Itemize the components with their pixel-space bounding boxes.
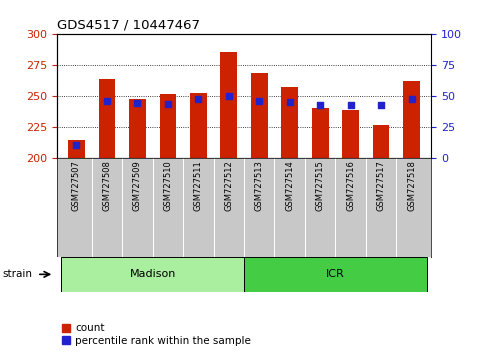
Text: GSM727516: GSM727516 bbox=[346, 160, 355, 211]
Text: GSM727514: GSM727514 bbox=[285, 160, 294, 211]
Point bbox=[255, 98, 263, 103]
Point bbox=[103, 98, 111, 103]
Text: GSM727510: GSM727510 bbox=[163, 160, 173, 211]
Text: Madison: Madison bbox=[130, 269, 176, 279]
Point bbox=[316, 103, 324, 108]
Bar bbox=[220, 52, 237, 158]
Text: GSM727507: GSM727507 bbox=[72, 160, 81, 211]
Text: GSM727515: GSM727515 bbox=[316, 160, 325, 211]
Bar bbox=[282, 87, 298, 158]
Bar bbox=[190, 93, 207, 158]
Text: strain: strain bbox=[2, 269, 33, 279]
Bar bbox=[129, 99, 146, 158]
Text: GSM727511: GSM727511 bbox=[194, 160, 203, 211]
Point bbox=[377, 103, 385, 108]
Point bbox=[164, 101, 172, 107]
Text: GSM727518: GSM727518 bbox=[407, 160, 416, 211]
Bar bbox=[312, 108, 328, 158]
Point bbox=[347, 103, 354, 108]
Bar bbox=[403, 81, 420, 158]
Text: GSM727509: GSM727509 bbox=[133, 160, 142, 211]
Bar bbox=[251, 73, 268, 158]
Bar bbox=[99, 79, 115, 158]
Bar bbox=[342, 110, 359, 158]
Point bbox=[194, 96, 202, 102]
Point bbox=[72, 142, 80, 148]
Text: GSM727508: GSM727508 bbox=[103, 160, 111, 211]
Text: GDS4517 / 10447467: GDS4517 / 10447467 bbox=[57, 19, 200, 32]
Text: ICR: ICR bbox=[326, 269, 345, 279]
Bar bbox=[68, 140, 85, 158]
Point bbox=[286, 99, 294, 105]
Bar bbox=[244, 257, 427, 292]
Bar bbox=[61, 257, 244, 292]
Text: GSM727512: GSM727512 bbox=[224, 160, 233, 211]
Point bbox=[225, 93, 233, 98]
Point bbox=[408, 96, 416, 102]
Text: GSM727517: GSM727517 bbox=[377, 160, 386, 211]
Bar bbox=[373, 125, 389, 158]
Legend: count, percentile rank within the sample: count, percentile rank within the sample bbox=[62, 323, 251, 346]
Text: GSM727513: GSM727513 bbox=[255, 160, 264, 211]
Point bbox=[134, 100, 141, 106]
Bar bbox=[160, 94, 176, 158]
